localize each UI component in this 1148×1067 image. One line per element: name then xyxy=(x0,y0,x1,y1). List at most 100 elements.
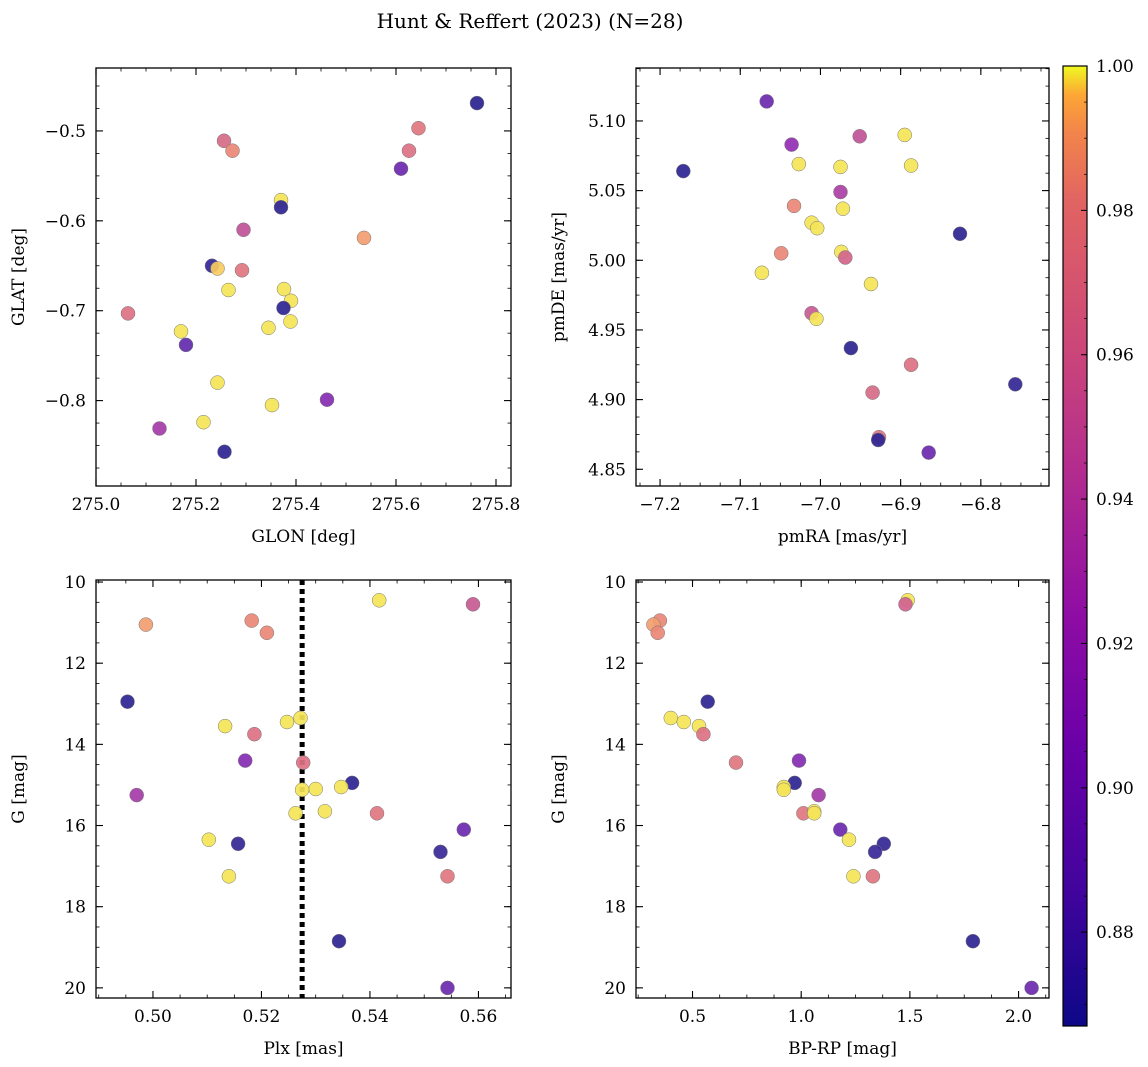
scatter-point xyxy=(196,414,211,430)
y-axis-label: pmDE [mas/yr] xyxy=(549,212,569,342)
colorbar-frame xyxy=(1062,65,1088,1027)
y-tick-label: −0.6 xyxy=(45,212,86,232)
y-tick-label: 14 xyxy=(604,735,626,755)
scatter-point xyxy=(469,95,485,111)
y-tick-label: −0.7 xyxy=(45,302,86,322)
scatter-point xyxy=(234,263,250,278)
scatter-point xyxy=(230,836,246,852)
x-tick-label: 275.2 xyxy=(172,495,221,515)
scatter-point xyxy=(237,753,253,768)
x-tick-label: 275.4 xyxy=(272,495,321,515)
colorbar-tick-label: 0.90 xyxy=(1096,779,1134,799)
scatter-point xyxy=(833,822,848,837)
colorbar-tick-label: 1.00 xyxy=(1096,57,1134,77)
scatter-point xyxy=(676,714,692,730)
scatter-point xyxy=(776,782,792,798)
scatter-point xyxy=(273,200,289,215)
y-tick-label: 12 xyxy=(604,654,626,674)
scatter-point xyxy=(759,94,774,109)
y-tick-label: 18 xyxy=(64,898,86,918)
scatter-point xyxy=(465,597,481,612)
scatter-point xyxy=(1024,980,1039,996)
y-tick-label: −0.5 xyxy=(45,122,86,142)
scatter-point xyxy=(791,753,807,768)
y-tick-label: 10 xyxy=(64,573,86,593)
x-axis-label: BP-RP [mag] xyxy=(788,1039,897,1059)
x-axis-label: Plx [mas] xyxy=(263,1039,343,1059)
scatter-point xyxy=(811,787,826,803)
scatter-point xyxy=(259,625,275,641)
y-tick-label: 16 xyxy=(604,817,626,837)
panel-pmra-pmde: −7.2 −7.1 −7.0 −6.9 −6.8 4.85 4.90 4.95 5.00 5.05… xyxy=(549,67,1050,547)
scatter-point xyxy=(650,625,665,641)
scatter-point xyxy=(838,250,853,265)
scatter-point xyxy=(833,159,848,175)
x-tick-label: −6.9 xyxy=(880,495,921,515)
y-tick-label: 18 xyxy=(604,898,626,918)
scatter-point xyxy=(371,593,387,608)
scatter-point xyxy=(369,806,385,821)
axes-frame xyxy=(635,67,1050,487)
scatter-point xyxy=(288,806,303,821)
scatter-point xyxy=(221,282,236,298)
scatter-point xyxy=(433,844,448,860)
scatter-point xyxy=(293,710,308,726)
scatter-point xyxy=(852,129,867,144)
scatter-point xyxy=(210,375,225,390)
scatter-point xyxy=(841,832,857,847)
scatter-point xyxy=(833,184,848,200)
scatter-point xyxy=(1008,377,1023,392)
scatter-point xyxy=(809,311,824,327)
panel-bprp-g: 0.5 1.0 1.5 2.0 10 12 14 16 18 20 BP-RP [mag] G [ma… xyxy=(549,573,1050,1059)
y-tick-label: 5.05 xyxy=(588,182,626,202)
scatter-point xyxy=(393,161,409,176)
scatter-point xyxy=(225,143,240,158)
scatter-point xyxy=(952,226,968,242)
scatter-point xyxy=(331,933,347,949)
y-tick-label: 14 xyxy=(64,735,86,755)
scatter-point xyxy=(333,779,349,795)
scatter-point xyxy=(261,320,276,336)
y-tick-label: 4.85 xyxy=(588,460,626,480)
x-tick-label: −7.1 xyxy=(720,495,761,515)
x-tick-label: −6.8 xyxy=(960,495,1001,515)
y-tick-label: 20 xyxy=(604,979,626,999)
scatter-point xyxy=(279,714,295,730)
scatter-point xyxy=(120,306,136,321)
colorbar-gradient xyxy=(1063,66,1087,1026)
scatter-point xyxy=(754,265,770,281)
y-axis-label: GLAT [deg] xyxy=(9,228,29,326)
y-tick-label: 5.00 xyxy=(588,251,626,271)
figure-title: Hunt & Reffert (2023) (N=28) xyxy=(377,9,684,33)
scatter-point xyxy=(138,617,154,632)
scatter-point xyxy=(221,869,237,884)
y-tick-label: 4.95 xyxy=(588,321,626,341)
scatter-point xyxy=(870,432,886,448)
y-axis-label: G [mag] xyxy=(9,754,29,823)
scatter-point xyxy=(700,694,715,709)
y-tick-label: 10 xyxy=(604,573,626,593)
x-tick-label: 2.0 xyxy=(1005,1007,1032,1027)
scatter-point xyxy=(178,337,194,353)
scatter-point xyxy=(295,755,311,770)
scatter-point xyxy=(244,613,259,628)
scatter-point xyxy=(903,357,919,373)
axes-frame xyxy=(95,579,512,999)
scatter-point xyxy=(791,156,807,172)
panel-plx-g: 0.50 0.52 0.54 0.56 10 12 14 16 18 20 Plx [mas] G [… xyxy=(9,573,512,1059)
colorbar-tick-label: 0.94 xyxy=(1096,490,1134,510)
scatter-point xyxy=(846,869,861,884)
scatter-point xyxy=(663,710,679,726)
scatter-point xyxy=(308,781,323,797)
colorbar-tick-label: 0.92 xyxy=(1096,634,1134,654)
x-tick-label: 1.0 xyxy=(788,1007,815,1027)
scatter-point xyxy=(786,198,802,214)
x-tick-label: 0.50 xyxy=(134,1007,172,1027)
x-axis-label: GLON [deg] xyxy=(251,527,355,547)
scatter-point xyxy=(210,261,225,276)
scatter-point xyxy=(863,276,879,292)
x-tick-label: 1.5 xyxy=(896,1007,923,1027)
scatter-point xyxy=(898,597,913,612)
scatter-point xyxy=(773,246,789,261)
